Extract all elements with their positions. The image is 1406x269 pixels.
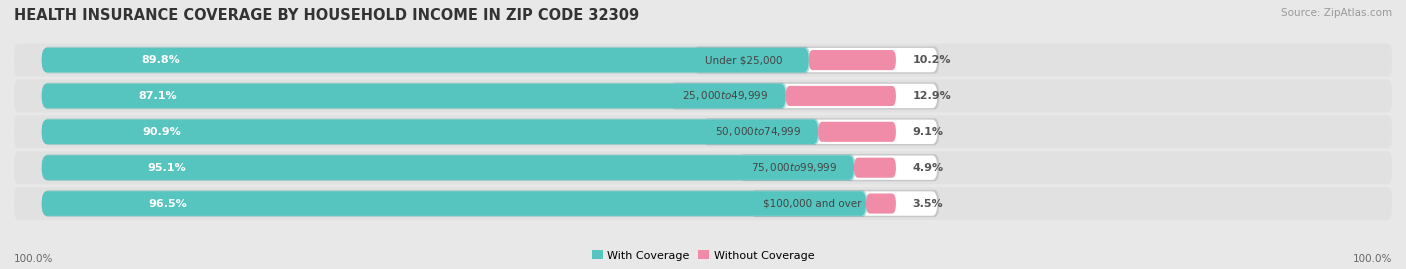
Text: 4.9%: 4.9% [912, 163, 943, 173]
FancyBboxPatch shape [14, 151, 1392, 184]
FancyBboxPatch shape [42, 120, 818, 144]
Text: $50,000 to $74,999: $50,000 to $74,999 [714, 125, 801, 138]
FancyBboxPatch shape [818, 122, 896, 142]
FancyBboxPatch shape [14, 115, 1392, 148]
FancyBboxPatch shape [786, 86, 896, 106]
Text: 100.0%: 100.0% [14, 254, 53, 264]
FancyBboxPatch shape [737, 155, 938, 180]
Legend: With Coverage, Without Coverage: With Coverage, Without Coverage [592, 250, 814, 261]
FancyBboxPatch shape [671, 82, 939, 109]
FancyBboxPatch shape [42, 191, 866, 216]
Text: 100.0%: 100.0% [1353, 254, 1392, 264]
Text: $25,000 to $49,999: $25,000 to $49,999 [682, 90, 769, 102]
FancyBboxPatch shape [853, 158, 896, 178]
FancyBboxPatch shape [866, 193, 896, 214]
Text: 12.9%: 12.9% [912, 91, 952, 101]
FancyBboxPatch shape [693, 47, 939, 74]
FancyBboxPatch shape [749, 191, 938, 216]
FancyBboxPatch shape [42, 155, 853, 180]
Text: HEALTH INSURANCE COVERAGE BY HOUSEHOLD INCOME IN ZIP CODE 32309: HEALTH INSURANCE COVERAGE BY HOUSEHOLD I… [14, 8, 640, 23]
FancyBboxPatch shape [702, 120, 938, 144]
FancyBboxPatch shape [44, 190, 868, 217]
Text: $75,000 to $99,999: $75,000 to $99,999 [751, 161, 837, 174]
Text: 3.5%: 3.5% [912, 199, 943, 208]
FancyBboxPatch shape [44, 83, 787, 109]
Text: 87.1%: 87.1% [138, 91, 177, 101]
FancyBboxPatch shape [44, 154, 855, 181]
Text: Source: ZipAtlas.com: Source: ZipAtlas.com [1281, 8, 1392, 18]
FancyBboxPatch shape [14, 187, 1392, 220]
Text: 90.9%: 90.9% [142, 127, 181, 137]
FancyBboxPatch shape [751, 190, 939, 217]
FancyBboxPatch shape [14, 44, 1392, 77]
Text: 89.8%: 89.8% [142, 55, 180, 65]
FancyBboxPatch shape [669, 84, 938, 108]
FancyBboxPatch shape [703, 118, 939, 146]
FancyBboxPatch shape [692, 48, 938, 72]
FancyBboxPatch shape [44, 119, 820, 145]
FancyBboxPatch shape [42, 84, 786, 108]
Text: 10.2%: 10.2% [912, 55, 950, 65]
FancyBboxPatch shape [42, 48, 808, 72]
FancyBboxPatch shape [808, 50, 896, 70]
Text: 9.1%: 9.1% [912, 127, 943, 137]
Text: Under $25,000: Under $25,000 [706, 55, 783, 65]
Text: $100,000 and over: $100,000 and over [762, 199, 860, 208]
FancyBboxPatch shape [740, 154, 939, 181]
FancyBboxPatch shape [44, 47, 810, 73]
Text: 95.1%: 95.1% [148, 163, 186, 173]
FancyBboxPatch shape [14, 79, 1392, 112]
Text: 96.5%: 96.5% [149, 199, 187, 208]
